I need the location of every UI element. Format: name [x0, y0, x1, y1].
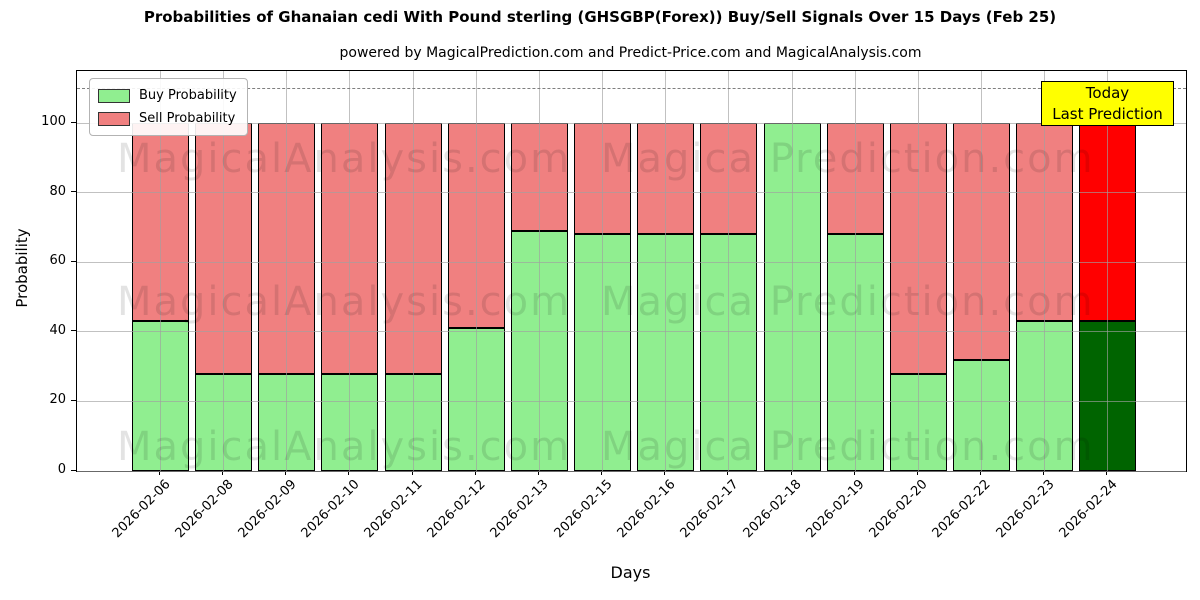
y-tick-mark [71, 191, 76, 193]
x-tick-mark [411, 470, 413, 475]
gridline-vertical [286, 71, 288, 471]
gridline-vertical [917, 71, 919, 471]
plot-area: Buy Probability Sell Probability Today L… [76, 70, 1187, 472]
gridline-vertical [665, 71, 667, 471]
gridline-vertical [160, 71, 161, 471]
y-tick-label: 80 [49, 183, 66, 199]
gridline-vertical [602, 71, 604, 471]
x-tick-mark [853, 470, 855, 475]
x-tick-mark [537, 470, 539, 475]
gridline-horizontal [77, 470, 1186, 472]
x-tick-mark [979, 470, 981, 475]
y-tick-mark [71, 469, 76, 471]
watermark-text: Magica Prediction.com [601, 424, 1095, 470]
legend-swatch-sell [98, 111, 130, 126]
y-tick-mark [71, 260, 76, 262]
today-annotation-line1: Today [1085, 84, 1130, 102]
y-tick-label: 20 [49, 392, 66, 408]
watermark-text: Magica Prediction.com [601, 136, 1095, 182]
watermark-text: MagicalAnalysis.com [117, 136, 572, 182]
gridline-vertical [475, 71, 477, 471]
x-tick-mark [664, 470, 666, 475]
gridline-horizontal [77, 331, 1186, 333]
watermark-text: Magica Prediction.com [601, 279, 1095, 325]
x-tick-mark [727, 470, 729, 475]
x-tick-mark [348, 470, 350, 475]
gridline-vertical [349, 71, 351, 471]
x-tick-mark [159, 470, 160, 475]
legend-item-buy: Buy Probability [98, 84, 237, 107]
gridline-horizontal [77, 261, 1186, 263]
x-tick-mark [285, 470, 287, 475]
legend-item-sell: Sell Probability [98, 107, 237, 130]
x-tick-mark [1106, 470, 1108, 475]
gridline-vertical [1107, 71, 1109, 471]
chart-title: Probabilities of Ghanaian cedi With Poun… [143, 8, 1057, 26]
gridline-vertical [223, 71, 225, 471]
x-tick-mark [474, 470, 476, 475]
threshold-dashed-line [77, 88, 1186, 90]
y-tick-label: 40 [49, 322, 66, 338]
legend-label-buy: Buy Probability [139, 88, 237, 103]
today-annotation: Today Last Prediction [1041, 81, 1174, 126]
gridline-vertical [1044, 71, 1046, 471]
gridline-vertical [980, 71, 982, 471]
x-tick-mark [916, 470, 918, 475]
gridline-vertical [412, 71, 414, 471]
y-tick-label: 100 [41, 114, 66, 130]
gridline-vertical [538, 71, 540, 471]
legend: Buy Probability Sell Probability [89, 78, 248, 136]
x-axis-label: Days [610, 563, 651, 582]
y-tick-mark [71, 399, 76, 401]
y-tick-mark [71, 330, 76, 332]
x-tick-mark [601, 470, 603, 475]
gridline-vertical [728, 71, 730, 471]
y-tick-label: 0 [57, 462, 66, 477]
gridline-vertical [791, 71, 793, 471]
today-annotation-line2: Last Prediction [1052, 104, 1163, 123]
x-tick-mark [1043, 470, 1045, 475]
y-tick-mark [71, 121, 76, 123]
gridline-horizontal [77, 400, 1186, 402]
x-tick-mark [790, 470, 792, 475]
chart-subtitle: powered by MagicalPrediction.com and Pre… [339, 45, 922, 61]
watermark-text: MagicalAnalysis.com [117, 424, 572, 470]
gridline-vertical [854, 71, 856, 471]
x-tick-mark [222, 470, 224, 475]
y-tick-label: 60 [49, 253, 66, 269]
gridline-horizontal [77, 122, 1186, 124]
watermark-text: MagicalAnalysis.com [117, 279, 572, 325]
gridline-horizontal [77, 192, 1186, 194]
legend-swatch-buy [98, 88, 130, 103]
legend-label-sell: Sell Probability [139, 111, 236, 126]
